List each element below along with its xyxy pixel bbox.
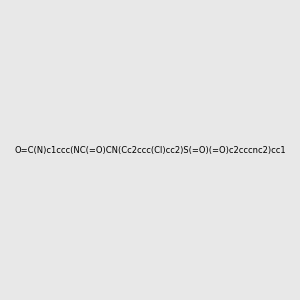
Text: O=C(N)c1ccc(NC(=O)CN(Cc2ccc(Cl)cc2)S(=O)(=O)c2cccnc2)cc1: O=C(N)c1ccc(NC(=O)CN(Cc2ccc(Cl)cc2)S(=O)… bbox=[14, 146, 286, 154]
